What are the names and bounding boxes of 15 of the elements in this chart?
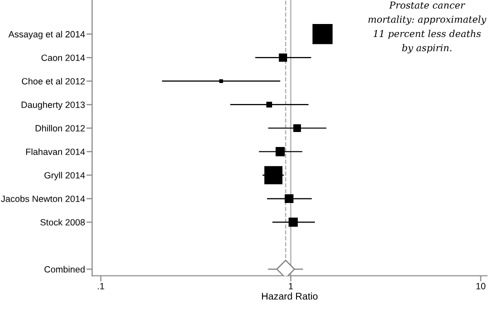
y-tick-label: Choe et al 2012 (22, 78, 85, 84)
y-tick-label: Daugherty 2013 (22, 101, 85, 110)
y-tick-label: Caon 2014 (41, 54, 85, 61)
y-tick-label: Dhillon 2012 (36, 124, 85, 132)
y-tick-label: Jacobs Newton 2014 (1, 195, 85, 202)
y-tick-label: Assayag et al 2014 (8, 30, 85, 40)
y-tick-label: Combined (44, 266, 85, 273)
y-tick-label: Stock 2008 (40, 218, 85, 226)
annotation: Prostate cancer mortality: approximately 11 percent less deaths by aspirin. (368, 2, 486, 54)
x-tick-label: 10 (476, 282, 486, 290)
x-axis-title: Hazard Ratio (262, 292, 318, 300)
x-tick-label: .1 (98, 283, 104, 290)
x-tick-label: 1 (288, 283, 293, 290)
y-tick-label: Gryll 2014 (44, 172, 85, 180)
y-tick-label: Flahavan 2014 (26, 148, 85, 155)
